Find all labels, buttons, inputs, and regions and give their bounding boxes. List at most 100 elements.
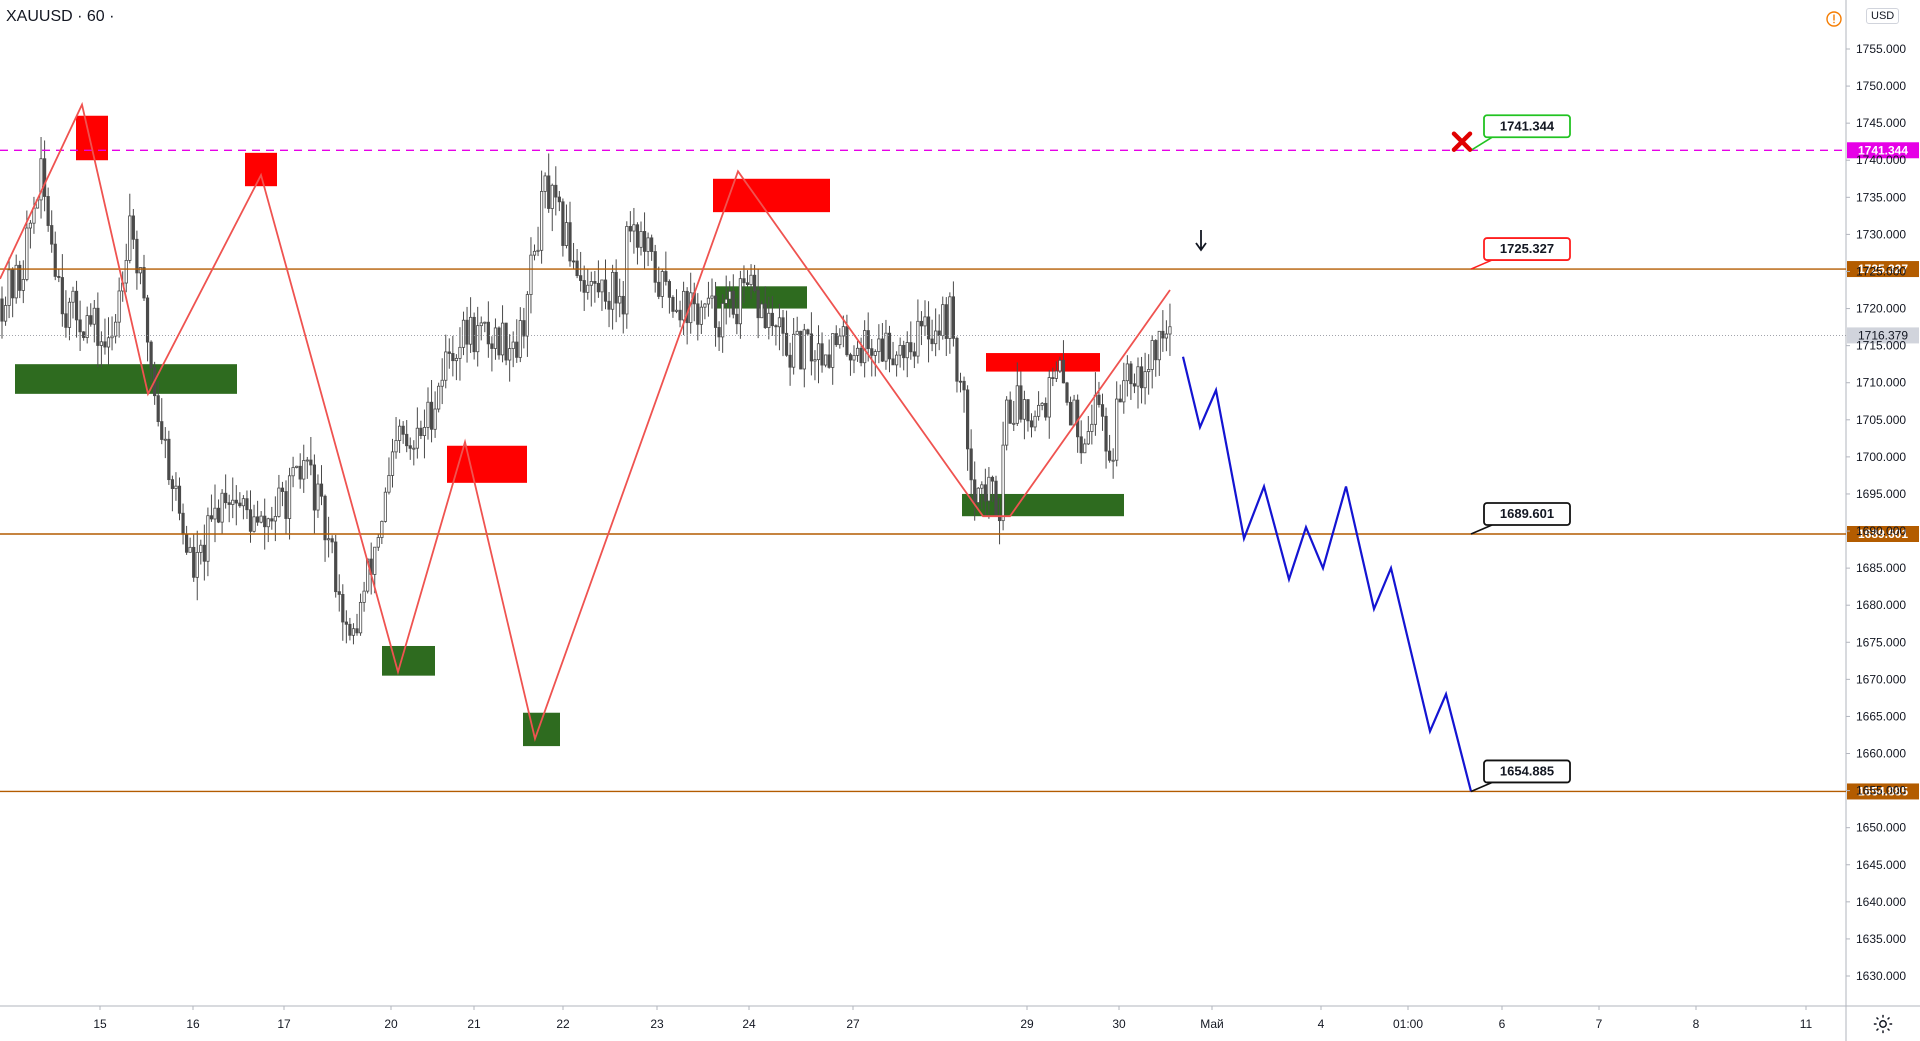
candle-body (25, 227, 29, 280)
supply-zone (76, 115, 108, 161)
candle-body (1001, 444, 1005, 522)
candle-body (39, 158, 43, 201)
candle-body (813, 359, 817, 362)
candle-body (958, 380, 963, 383)
candle-body (540, 191, 544, 251)
time-tick-label: 01:00 (1393, 1017, 1423, 1031)
candle-body (209, 515, 214, 520)
candle-body (106, 337, 111, 348)
candle-body (671, 296, 675, 312)
candle-body (43, 158, 47, 197)
candle-body (919, 320, 924, 327)
candles-layer (0, 136, 1172, 645)
candle-body (678, 309, 682, 321)
candle-body (220, 492, 224, 523)
warning-icon[interactable] (1825, 10, 1843, 28)
callout-text: 1654.885 (1500, 763, 1554, 778)
candle-body (596, 282, 601, 293)
candle-body (1093, 394, 1097, 425)
candle-body (827, 354, 831, 368)
candle-body (351, 628, 356, 636)
candle-body (735, 313, 739, 325)
candle-body (905, 342, 909, 359)
supply-zone (245, 152, 277, 187)
candle-body (831, 333, 835, 368)
time-axis[interactable]: 15 16 17 20 21 22 23 24 27 29 30 Май 4 01:00 6 7 8 11 (93, 1006, 1813, 1031)
time-tick-label: 30 (1112, 1017, 1126, 1031)
candle-body (1122, 380, 1126, 403)
level-price-tag (1847, 261, 1919, 278)
candle-body (60, 277, 64, 315)
candle-body (603, 279, 608, 302)
candle-body (28, 222, 33, 229)
symbol-title[interactable]: XAUUSD · 60 · (6, 8, 115, 25)
candle-body (447, 351, 451, 354)
candle-body (408, 445, 412, 449)
callout-pointer (1470, 781, 1493, 793)
candle-body (557, 196, 561, 203)
candle-body (145, 297, 150, 343)
candle-body (188, 546, 192, 553)
candle-body (639, 231, 643, 248)
candle-body (1037, 404, 1041, 417)
candle-body (89, 315, 93, 325)
price-tick-label: 1745.000 (1856, 116, 1906, 130)
candle-body (280, 487, 285, 492)
candle-body (78, 319, 82, 333)
candle-body (607, 300, 611, 310)
candle-body (248, 509, 253, 532)
candle-body (255, 516, 260, 523)
candle-body (579, 275, 583, 281)
candle-body (926, 316, 931, 340)
candle-body (1168, 326, 1172, 335)
candle-body (192, 546, 196, 578)
candle-body (412, 447, 416, 450)
candle-body (515, 341, 519, 358)
gear-icon[interactable] (1872, 1013, 1894, 1035)
candle-body (976, 487, 980, 503)
demand-zone (382, 645, 435, 676)
price-tick-label: 1635.000 (1856, 932, 1906, 946)
price-tick-label: 1735.000 (1856, 190, 1906, 204)
candle-body (728, 290, 732, 300)
candle-body (632, 224, 636, 232)
candle-body (177, 485, 182, 514)
candle-body (305, 459, 309, 462)
level-price-tag-label: 1654.885 (1858, 784, 1908, 798)
candle-body (373, 546, 377, 575)
candle-body (1065, 382, 1069, 403)
candle-body (451, 353, 455, 362)
candle-body (1029, 420, 1034, 428)
candle-body (841, 326, 845, 337)
candle-body (721, 303, 725, 338)
candle-body (330, 538, 334, 543)
candle-body (508, 348, 512, 361)
candle-body (951, 296, 956, 339)
candle-body (575, 260, 579, 277)
candle-body (302, 460, 306, 480)
candle-body (405, 433, 409, 447)
candle-body (877, 338, 881, 352)
candle-body (795, 330, 799, 335)
price-tick-label: 1730.000 (1856, 227, 1906, 241)
price-tick-label: 1690.000 (1856, 524, 1906, 538)
candle-body (547, 175, 551, 209)
candle-body (128, 215, 132, 261)
candle-body (458, 346, 462, 359)
candle-body (82, 331, 86, 338)
candle-body (646, 237, 650, 252)
price-tick-label: 1675.000 (1856, 635, 1906, 649)
candle-body (571, 260, 576, 263)
candle-body (532, 250, 537, 256)
candle-body (337, 591, 341, 595)
candle-body (394, 440, 398, 453)
price-axis[interactable]: 1630.000 1635.000 1640.000 1645.000 1650.000… (1846, 42, 1906, 983)
candle-body (14, 264, 18, 299)
currency-badge[interactable]: USD (1866, 8, 1900, 24)
price-tick-label: 1655.000 (1856, 784, 1906, 798)
candle-body (295, 465, 299, 468)
candle-body (873, 351, 877, 356)
price-tick-label: 1645.000 (1856, 858, 1906, 872)
price-tick-label: 1700.000 (1856, 450, 1906, 464)
